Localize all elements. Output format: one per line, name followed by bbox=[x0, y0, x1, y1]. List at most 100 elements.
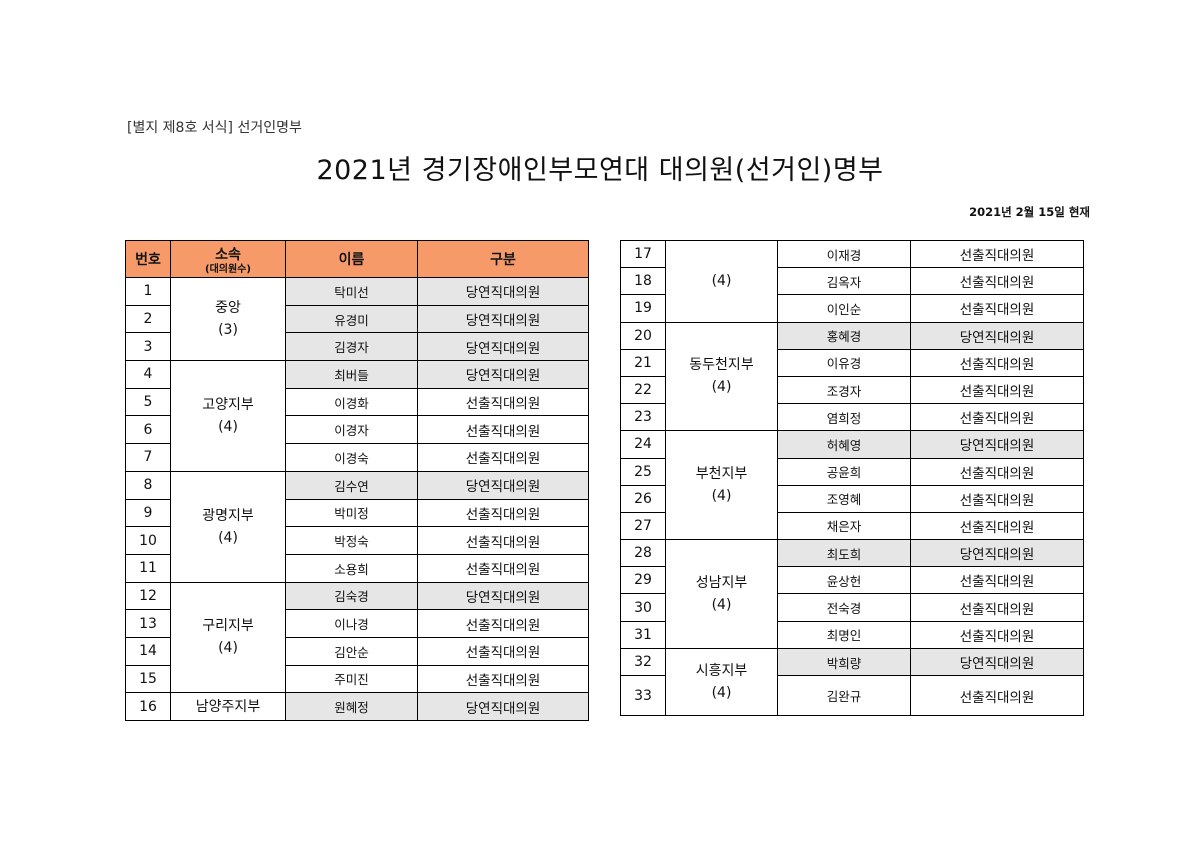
delegate-category: 선출직대의원 bbox=[910, 511, 1084, 541]
as-of-date: 2021년 2월 15일 현재 bbox=[969, 205, 1090, 219]
delegate-category: 선출직대의원 bbox=[417, 498, 589, 528]
header-name: 이름 bbox=[285, 240, 418, 278]
header-category: 구분 bbox=[417, 240, 589, 278]
table-row: 27 채은자 선출직대의원 bbox=[620, 511, 1084, 541]
row-number: 25 bbox=[620, 457, 666, 486]
delegate-category: 선출직대의원 bbox=[417, 415, 589, 445]
table-row: 8 광명지부 (4) 김수연 당연직대의원 bbox=[125, 470, 589, 583]
header-affiliation-label: 소속 bbox=[215, 246, 241, 263]
delegate-name: 김수연 bbox=[285, 470, 418, 500]
delegate-category: 선출직대의원 bbox=[910, 566, 1084, 595]
delegate-category: 선출직대의원 bbox=[417, 664, 589, 694]
row-number: 17 bbox=[620, 239, 666, 269]
delegate-name: 소용희 bbox=[285, 553, 418, 583]
delegate-category: 선출직대의원 bbox=[910, 375, 1084, 405]
row-number: 8 bbox=[125, 470, 171, 500]
row-number: 32 bbox=[620, 647, 666, 677]
branch-name: 중앙 bbox=[215, 300, 241, 317]
row-number: 10 bbox=[125, 526, 171, 555]
delegate-category: 선출직대의원 bbox=[417, 443, 589, 472]
delegate-name: 최도희 bbox=[777, 539, 911, 568]
delegate-name: 김경자 bbox=[285, 332, 418, 362]
branch-name: 시흥지부 bbox=[695, 663, 748, 680]
delegate-category: 당연직대의원 bbox=[910, 539, 1084, 568]
row-number: 24 bbox=[620, 430, 666, 459]
table-row: 10 박정숙 선출직대의원 bbox=[125, 526, 589, 555]
table-row: 33 김완규 선출직대의원 bbox=[620, 675, 1084, 717]
table-row: 4 고양지부 (4) 최버들 당연직대의원 bbox=[125, 360, 589, 472]
row-number: 1 bbox=[125, 277, 171, 306]
table-row: 9 박미정 선출직대의원 bbox=[125, 498, 589, 528]
delegate-name: 이경자 bbox=[285, 415, 418, 445]
roster-table-right: 17 (4) 이재경 선출직대의원 18 김옥자 선출직대의원 19 이인순 선출직대의원 20 동두… bbox=[620, 239, 1084, 717]
delegate-name: 염희정 bbox=[777, 403, 911, 432]
delegate-name: 최명인 bbox=[777, 620, 911, 649]
delegate-category: 선출직대의원 bbox=[417, 553, 589, 583]
delegate-category: 당연직대의원 bbox=[417, 581, 589, 611]
delegate-category: 당연직대의원 bbox=[910, 430, 1084, 459]
row-number: 19 bbox=[620, 294, 666, 323]
table-row: 15 주미진 선출직대의원 bbox=[125, 664, 589, 694]
delegate-name: 조경자 bbox=[777, 375, 911, 405]
delegate-name: 조영혜 bbox=[777, 484, 911, 513]
table-row: 12 구리지부 (4) 김숙경 당연직대의원 bbox=[125, 581, 589, 694]
row-number: 28 bbox=[620, 539, 666, 568]
table-row: 16 남양주지부 원혜정 당연직대의원 bbox=[125, 692, 589, 721]
row-number: 18 bbox=[620, 267, 666, 296]
table-row: 13 이나경 선출직대의원 bbox=[125, 609, 589, 638]
affiliation-cell: 중앙 (3) bbox=[170, 276, 286, 362]
affiliation-cell: 고양지부 (4) bbox=[170, 360, 286, 472]
row-number: 15 bbox=[125, 664, 171, 694]
delegate-name: 탁미선 bbox=[285, 277, 418, 306]
row-number: 31 bbox=[620, 620, 666, 649]
delegate-category: 선출직대의원 bbox=[417, 387, 589, 417]
header-affiliation-sub: (대의원수) bbox=[205, 263, 251, 275]
delegate-count: (4) bbox=[218, 529, 238, 546]
delegate-name: 이나경 bbox=[285, 609, 418, 638]
delegate-name: 채은자 bbox=[777, 511, 911, 541]
delegate-name: 이유경 bbox=[777, 348, 911, 377]
table-row: 28 성남지부 (4) 최도희 당연직대의원 bbox=[620, 539, 1084, 649]
table-row: 11 소용희 선출직대의원 bbox=[125, 553, 589, 583]
delegate-name: 이경숙 bbox=[285, 443, 418, 472]
table-row: 30 전숙경 선출직대의원 bbox=[620, 593, 1084, 622]
table-row: 26 조영혜 선출직대의원 bbox=[620, 484, 1084, 513]
table-row: 32 시흥지부 (4) 박희량 당연직대의원 bbox=[620, 647, 1084, 717]
table-row: 6 이경자 선출직대의원 bbox=[125, 415, 589, 445]
delegate-category: 선출직대의원 bbox=[910, 348, 1084, 377]
affiliation-cell: 동두천지부 (4) bbox=[665, 321, 778, 432]
affiliation-cell: (4) bbox=[665, 240, 778, 323]
delegate-category: 선출직대의원 bbox=[910, 457, 1084, 486]
affiliation-cell: 부천지부 (4) bbox=[665, 430, 778, 541]
delegate-count: (4) bbox=[218, 418, 238, 435]
branch-name: 광명지부 bbox=[202, 507, 254, 524]
row-number: 16 bbox=[125, 692, 171, 721]
row-number: 11 bbox=[125, 553, 171, 583]
delegate-category: 선출직대의원 bbox=[417, 526, 589, 555]
delegate-name: 박정숙 bbox=[285, 526, 418, 555]
delegate-count: (4) bbox=[711, 488, 732, 505]
form-label: [별지 제8호 서식] 선거인명부 bbox=[127, 120, 302, 136]
table-row: 19 이인순 선출직대의원 bbox=[620, 294, 1084, 323]
delegate-name: 전숙경 bbox=[777, 593, 911, 622]
row-number: 14 bbox=[125, 636, 171, 666]
delegate-name: 김완규 bbox=[777, 675, 911, 717]
delegate-name: 윤상헌 bbox=[777, 566, 911, 595]
delegate-name: 박희량 bbox=[777, 647, 911, 677]
delegate-name: 이재경 bbox=[777, 239, 911, 269]
affiliation-cell: 남양주지부 bbox=[170, 692, 286, 721]
table-row: 24 부천지부 (4) 허혜영 당연직대의원 bbox=[620, 430, 1084, 541]
document-title: 2021년 경기장애인부모연대 대의원(선거인)명부 bbox=[316, 155, 884, 186]
row-number: 5 bbox=[125, 387, 171, 417]
delegate-count: (4) bbox=[218, 640, 238, 657]
delegate-category: 당연직대의원 bbox=[417, 304, 589, 334]
row-number: 2 bbox=[125, 304, 171, 334]
table-row: 1 중앙 (3) 탁미선 당연직대의원 bbox=[125, 276, 589, 362]
roster-table-left: 번호 소속 (대의원수) 이름 구분 1 중앙 (3) 탁미선 당연직대의원 2 유경미 당연… bbox=[125, 240, 589, 721]
delegate-category: 당연직대의원 bbox=[417, 360, 589, 389]
delegate-name: 이경화 bbox=[285, 387, 418, 417]
delegate-category: 선출직대의원 bbox=[910, 294, 1084, 323]
delegate-category: 선출직대의원 bbox=[910, 484, 1084, 513]
affiliation-cell: 성남지부 (4) bbox=[665, 539, 778, 649]
row-number: 6 bbox=[125, 415, 171, 445]
